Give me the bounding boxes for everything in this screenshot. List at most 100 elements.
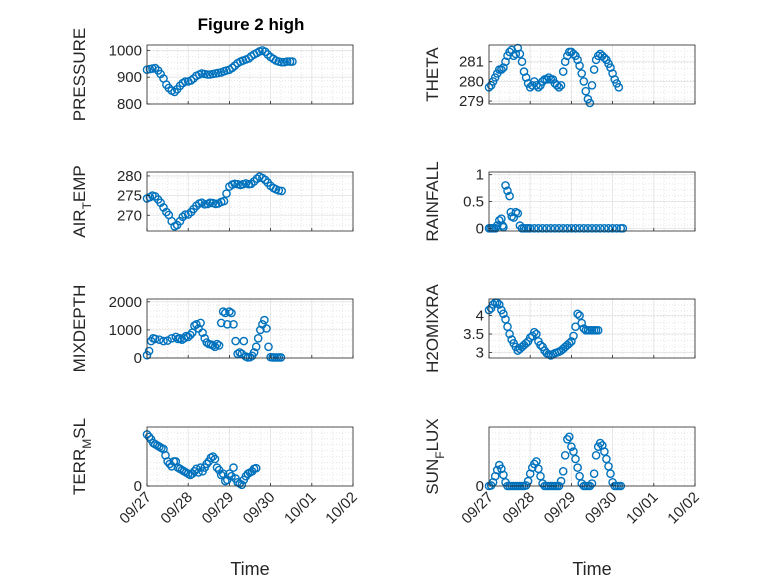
data-point [194, 468, 203, 477]
data-point [530, 459, 539, 469]
data-point [577, 69, 587, 78]
yaxis-label-rest: EMP [70, 165, 89, 202]
data-point [579, 223, 589, 233]
data-point [513, 208, 523, 218]
yaxis-label: AIRTEMP [70, 165, 94, 238]
data-point [565, 338, 574, 348]
data-point [186, 76, 196, 85]
ytick-label: 3 [476, 344, 484, 361]
data-point [212, 339, 222, 349]
data-point [532, 81, 541, 90]
data-point [573, 463, 582, 472]
data-point [505, 329, 514, 339]
series-air_temp [142, 172, 287, 231]
yaxis-label: H2OMIXRA [423, 283, 442, 372]
ytick-label: 0.5 [463, 194, 484, 211]
data-point [567, 223, 576, 233]
data-point [155, 335, 164, 345]
ytick-label: 0 [476, 220, 484, 237]
data-point [235, 348, 244, 357]
data-point [216, 318, 226, 328]
data-point [585, 98, 595, 108]
data-point [244, 54, 254, 63]
yaxis-label-main: SUN [423, 459, 442, 495]
ytick-label: 280 [117, 168, 142, 185]
data-point [187, 469, 197, 479]
yaxis-label: THETA [423, 47, 442, 102]
data-point [618, 223, 628, 233]
figure-title: Figure 2 high [198, 15, 305, 34]
data-point [494, 300, 504, 309]
data-point [178, 212, 188, 222]
series-rainfall [484, 181, 628, 233]
data-point [185, 330, 195, 340]
data-point [558, 67, 568, 76]
data-point [534, 464, 543, 474]
data-point [192, 319, 201, 329]
data-point [252, 174, 262, 183]
axes-box [488, 426, 696, 487]
series-pressure [142, 46, 297, 97]
ytick-label: 3.5 [463, 326, 484, 343]
data-point [150, 334, 160, 344]
data-point [552, 81, 562, 90]
data-point [255, 325, 265, 335]
data-point [167, 461, 176, 471]
data-point [260, 315, 269, 325]
data-point [222, 319, 232, 329]
ytick-label: 0 [134, 350, 142, 367]
data-point [538, 77, 547, 86]
data-point [560, 450, 570, 460]
data-point [218, 307, 228, 316]
ytick-label: 0 [134, 478, 142, 495]
axes-box [146, 44, 354, 105]
data-point [523, 476, 533, 486]
yaxis-label: PRESSURE [70, 28, 89, 122]
data-point [170, 87, 179, 97]
yaxis-label: TERRMSL [70, 418, 94, 495]
data-point [492, 465, 502, 475]
ytick-label: 1 [476, 167, 484, 184]
data-point [163, 457, 172, 466]
data-point [163, 336, 172, 345]
data-point [144, 346, 154, 356]
data-point [612, 223, 622, 233]
data-point [196, 318, 205, 328]
subplot-rainfall: 0 0.5 1 RAINFALL [423, 161, 696, 242]
data-point [600, 223, 609, 233]
subplot-air_temp: 270 275 280 AIRTEMP [70, 165, 354, 238]
data-point [579, 77, 589, 86]
data-point [202, 459, 211, 469]
data-point [208, 452, 218, 461]
data-point [203, 70, 212, 79]
data-point [517, 57, 527, 67]
data-point [233, 349, 242, 359]
yaxis-label: MIXDEPTH [70, 285, 89, 373]
axes-box [488, 298, 696, 359]
data-point [536, 340, 545, 350]
data-point [225, 469, 234, 479]
data-point [595, 223, 605, 233]
data-point [589, 65, 599, 74]
ytick-label: 275 [117, 188, 142, 205]
data-point [231, 336, 240, 346]
data-point [595, 438, 605, 448]
data-point [587, 81, 597, 90]
data-point [251, 342, 261, 352]
data-point [276, 353, 286, 362]
data-point [220, 308, 230, 318]
data-point [288, 57, 297, 66]
data-point [260, 175, 270, 185]
series-terr_msl [142, 430, 261, 490]
data-point [499, 309, 508, 319]
data-point [542, 75, 552, 84]
data-point [556, 81, 566, 90]
data-point [175, 216, 185, 226]
data-point [534, 83, 543, 92]
data-point [264, 342, 273, 352]
ytick-label: 4 [476, 308, 484, 325]
data-point [567, 442, 576, 452]
ytick-label: 279 [459, 93, 484, 110]
data-point [212, 463, 222, 472]
